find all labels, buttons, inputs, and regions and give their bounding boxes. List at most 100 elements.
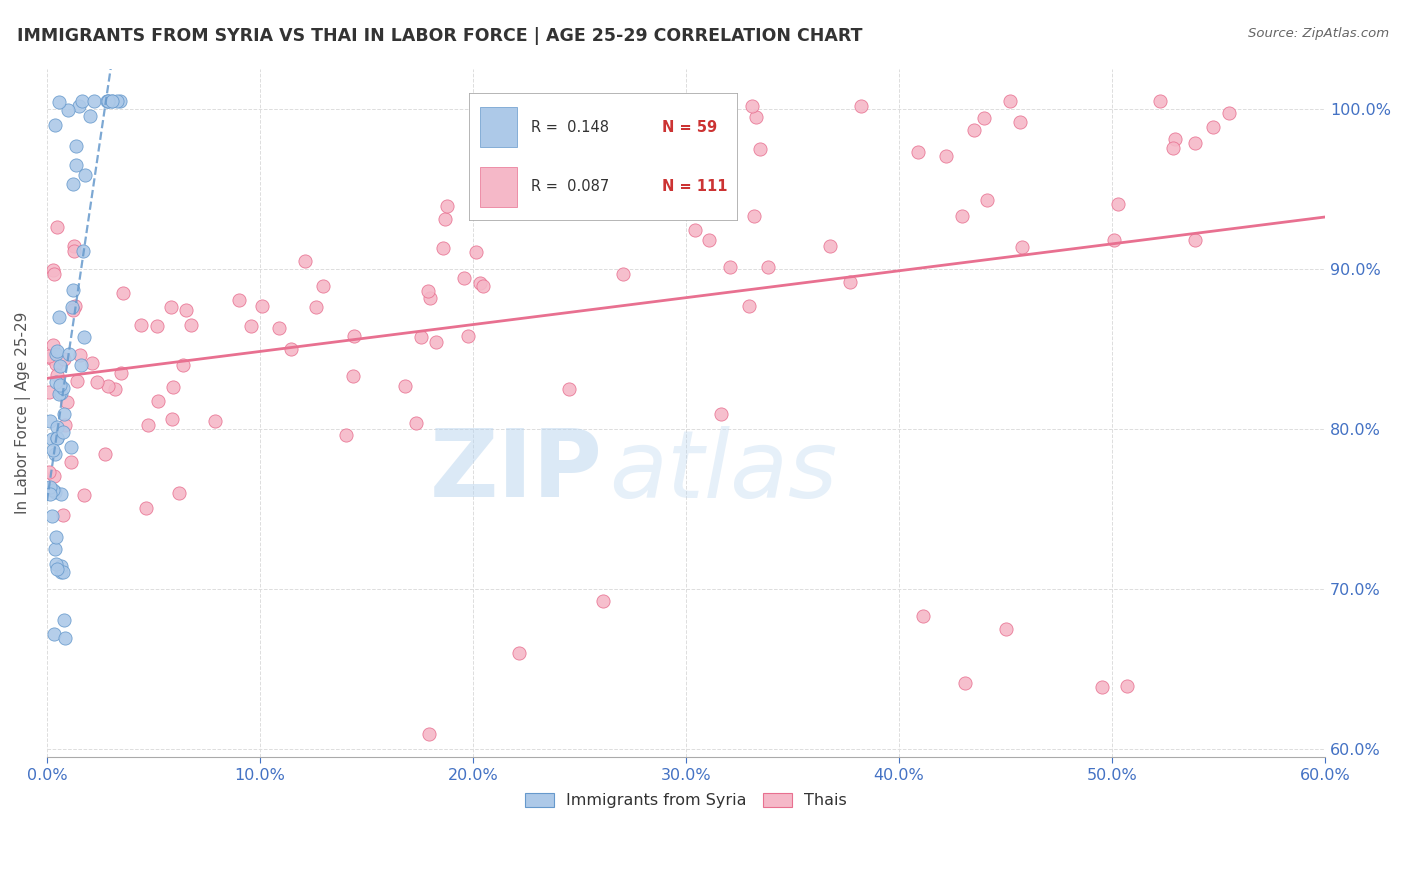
Point (97, 94, 120, 108)
Point (419, 292, 441, 306)
Y-axis label: In Labor Force | Age 25-29: In Labor Force | Age 25-29 (15, 311, 31, 514)
Point (267, 321, 290, 335)
Point (280, 342, 302, 356)
Point (465, 245, 488, 260)
Point (172, 358, 194, 372)
Point (96, 94, 118, 108)
Point (741, 98, 763, 112)
Point (418, 284, 440, 298)
Point (44, 447, 66, 461)
Point (45, 220, 67, 235)
Point (101, 94, 124, 108)
Point (38, 466, 60, 480)
Point (411, 330, 433, 344)
Point (52, 380, 75, 394)
Point (472, 278, 495, 293)
Point (250, 299, 273, 313)
Point (953, 676, 976, 690)
Point (41, 433, 63, 447)
Point (612, 267, 634, 281)
Point (1201, 120, 1223, 134)
Legend: Immigrants from Syria, Thais: Immigrants from Syria, Thais (519, 787, 853, 814)
Point (38, 349, 60, 363)
Point (46, 431, 69, 445)
Point (998, 94, 1021, 108)
Point (45, 344, 67, 359)
Point (44, 267, 66, 281)
Point (146, 393, 169, 408)
Point (745, 110, 768, 124)
Point (111, 286, 134, 301)
Point (738, 299, 761, 313)
Point (51, 565, 73, 579)
Text: ZIP: ZIP (430, 425, 603, 517)
Point (418, 727, 440, 741)
Point (394, 379, 416, 393)
Point (228, 293, 250, 307)
Point (162, 380, 184, 394)
Point (73, 330, 96, 344)
Point (851, 99, 873, 113)
Point (101, 94, 124, 108)
Point (60, 300, 83, 314)
Point (1091, 680, 1114, 694)
Point (1184, 136, 1206, 151)
Point (146, 318, 169, 333)
Point (134, 501, 156, 516)
Point (425, 334, 447, 349)
Point (38, 384, 60, 399)
Point (48, 95, 70, 110)
Point (683, 223, 706, 237)
Point (976, 193, 998, 207)
Point (1102, 233, 1125, 247)
Point (72, 244, 94, 258)
Point (66, 374, 89, 388)
Point (42, 468, 65, 483)
Point (433, 211, 456, 226)
Point (342, 369, 364, 384)
Point (907, 145, 929, 160)
Point (508, 646, 530, 660)
Point (65, 157, 87, 171)
Point (72, 94, 94, 108)
Point (97, 379, 120, 393)
Point (994, 622, 1017, 636)
Point (305, 300, 328, 314)
Point (49, 559, 72, 574)
Point (49, 359, 72, 373)
Point (1149, 94, 1171, 108)
Point (405, 416, 427, 430)
Point (453, 270, 475, 285)
Point (432, 241, 454, 255)
Point (167, 486, 190, 500)
Point (1008, 114, 1031, 128)
Point (239, 319, 262, 334)
Point (80, 356, 103, 370)
Point (104, 382, 127, 396)
Point (51, 566, 73, 580)
Point (558, 382, 581, 396)
Point (45, 557, 67, 571)
Point (45, 347, 67, 361)
Point (42, 627, 65, 641)
Point (952, 209, 974, 223)
Point (42, 442, 65, 457)
Point (818, 239, 841, 253)
Point (86, 376, 108, 390)
Point (42, 337, 65, 351)
Text: Source: ZipAtlas.com: Source: ZipAtlas.com (1249, 27, 1389, 40)
Point (62, 283, 84, 297)
Point (39, 351, 62, 366)
Point (912, 608, 935, 623)
Point (63, 299, 86, 313)
Point (1218, 106, 1240, 120)
Point (45, 375, 67, 389)
Point (39, 480, 62, 494)
Point (1161, 141, 1184, 155)
Point (49, 487, 72, 501)
Point (53, 631, 76, 645)
Point (343, 329, 366, 343)
Point (39, 487, 62, 501)
Point (58, 347, 80, 361)
Point (48, 310, 70, 325)
